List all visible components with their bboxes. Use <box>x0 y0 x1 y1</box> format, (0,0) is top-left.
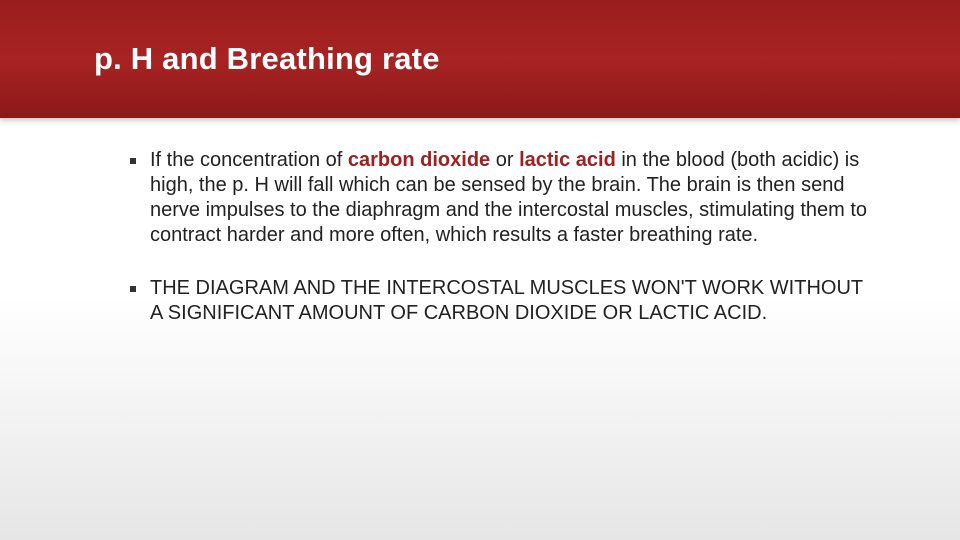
slide: p. H and Breathing rate If the concentra… <box>0 0 960 540</box>
title-bar: p. H and Breathing rate <box>0 0 960 118</box>
bullet-item: THE DIAGRAM AND THE INTERCOSTAL MUSCLES … <box>130 276 870 326</box>
bullet-text: THE DIAGRAM AND THE INTERCOSTAL MUSCLES … <box>150 276 870 326</box>
emphasized-text: lactic acid <box>519 149 616 171</box>
body-text: If the concentration of <box>150 149 348 171</box>
bullet-text: If the concentration of carbon dioxide o… <box>150 148 870 248</box>
body-text: or <box>490 149 519 171</box>
emphasized-text: carbon dioxide <box>348 149 490 171</box>
slide-title: p. H and Breathing rate <box>0 41 440 77</box>
body-text: THE DIAGRAM AND THE INTERCOSTAL MUSCLES … <box>150 277 863 324</box>
bullet-item: If the concentration of carbon dioxide o… <box>130 148 870 248</box>
bullet-marker-icon <box>130 158 136 164</box>
slide-content: If the concentration of carbon dioxide o… <box>130 148 870 354</box>
bullet-marker-icon <box>130 286 136 292</box>
